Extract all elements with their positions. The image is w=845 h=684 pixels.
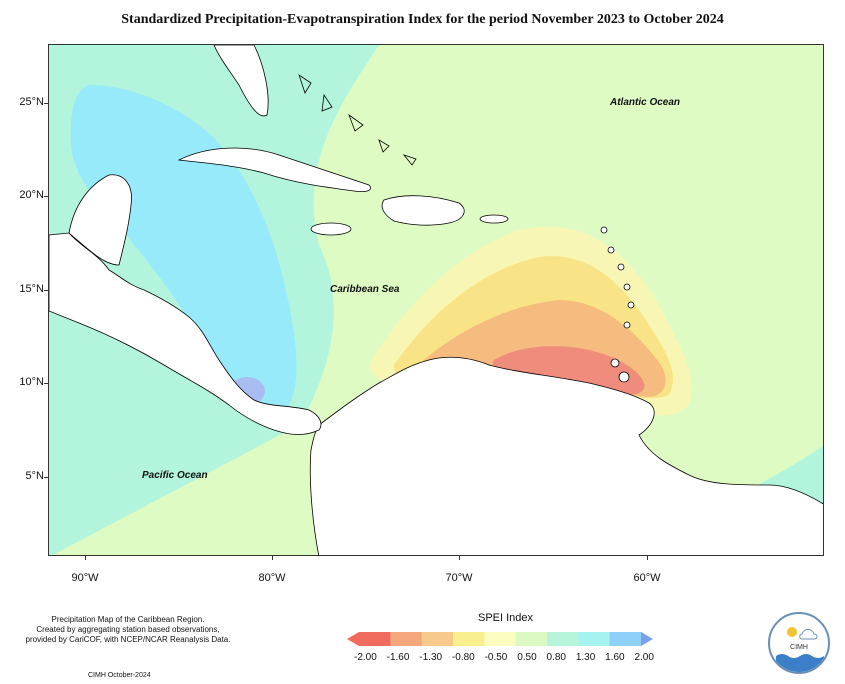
lat-label-5n: 5°N [25,470,44,482]
hispaniola-land [381,195,465,226]
legend-swatch [421,632,454,646]
credit-text: CIMH October-2024 [88,672,151,679]
lon-label-90w: 90°W [71,572,99,584]
legend-label: -1.30 [419,652,443,663]
legend-swatch [484,632,517,646]
legend-swatch [547,632,579,646]
legend-label: 0.50 [517,652,537,663]
caribbean-sea-label: Caribbean Sea [330,284,400,295]
legend-tip-high [641,632,653,646]
cuba-land [177,147,371,193]
legend-swatch [578,632,611,646]
legend-label: -2.00 [354,652,377,663]
map-title: Standardized Precipitation-Evapotranspir… [121,12,724,27]
central-america-land [49,232,322,435]
lon-tick [85,556,86,560]
legend-colorbar [347,632,653,646]
atlantic-ocean-label: Atlantic Ocean [610,97,681,108]
legend-swatch [359,632,391,646]
legend-title: SPEI Index [478,612,534,624]
puerto-rico-land [479,214,509,224]
lat-label-25n: 25°N [19,96,44,108]
lon-tick [647,556,648,560]
legend-swatch [515,632,548,646]
map-caption: Precipitation Map of the Caribbean Regio… [8,615,248,645]
pacific-ocean-label: Pacific Ocean [142,470,208,481]
lon-label-70w: 70°W [445,572,473,584]
lat-tick [44,477,48,478]
legend-label: 0.80 [546,652,566,663]
lon-label-60w: 60°W [633,572,661,584]
legend-swatch [609,632,642,646]
bahamas-islands [298,74,417,166]
wet-mid-zone [70,85,297,409]
lat-label-20n: 20°N [19,189,44,201]
legend-label: -0.50 [484,652,508,663]
legend-label: 1.30 [575,652,596,663]
florida-land [213,45,269,117]
lon-tick [459,556,460,560]
lat-tick [44,103,48,104]
cloud-icon [799,629,818,640]
legend-label: 1.60 [605,652,625,663]
yucatan-land [68,174,132,266]
sun-icon [787,627,797,637]
lat-tick [44,196,48,197]
map-panel [48,44,824,556]
legend-swatch [390,632,423,646]
legend-label: -1.60 [386,652,410,663]
lat-label-15n: 15°N [19,283,44,295]
lon-tick [272,556,273,560]
legend-swatch [453,632,485,646]
lat-tick [44,290,48,291]
cimh-logo: CIMH [768,612,830,674]
wave-icon [776,654,824,672]
jamaica-land [310,222,352,236]
lon-label-80w: 80°W [258,572,286,584]
lat-label-10n: 10°N [19,376,44,388]
spei-map [49,45,823,555]
caption-line: Precipitation Map of the Caribbean Regio… [51,615,205,624]
logo-text: CIMH [790,644,808,651]
legend-tip-low [347,632,359,646]
cimh-logo-graphic: CIMH [776,627,824,672]
caption-line: provided by CariCOF, with NCEP/NCAR Rean… [25,635,231,644]
south-america-land [309,356,823,555]
caption-line: Created by aggregating station based obs… [36,625,220,634]
dry-severe-zone [492,346,645,396]
legend-label: -0.80 [451,652,475,663]
lat-tick [44,383,48,384]
legend-label: 2.00 [634,652,654,663]
legend-labels: -2.00 -1.60 -1.30 -0.80 -0.50 0.50 0.80 … [354,652,654,663]
lesser-antilles-islands [600,226,635,383]
